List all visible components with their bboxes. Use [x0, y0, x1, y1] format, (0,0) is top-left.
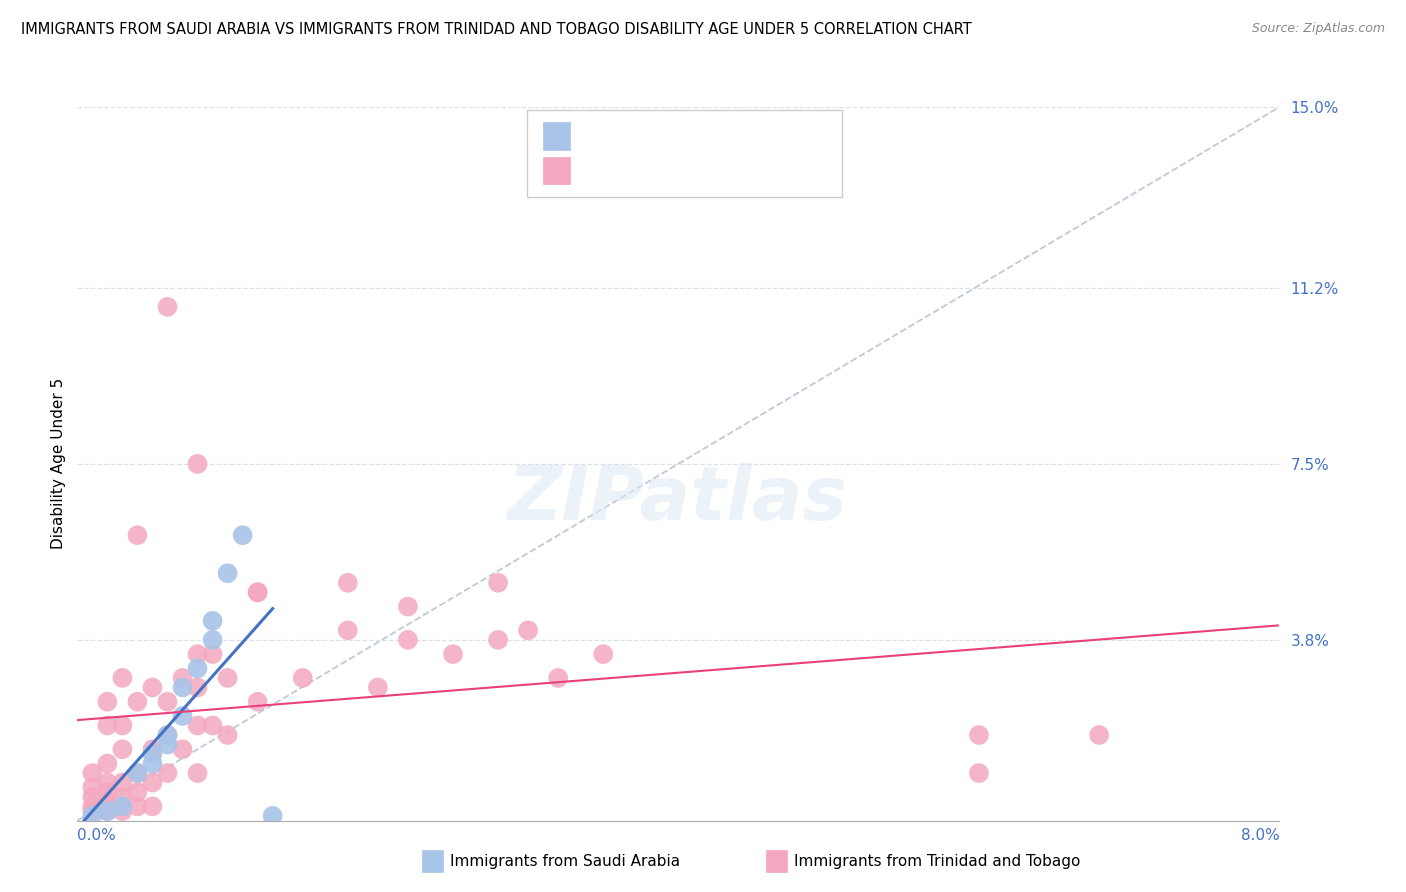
Point [82, 804, 104, 818]
Text: 0.582: 0.582 [605, 128, 662, 145]
Point [367, 681, 389, 695]
Point [172, 681, 194, 695]
Point [246, 585, 269, 599]
Point [141, 799, 163, 814]
Point [186, 718, 209, 732]
Point [246, 695, 269, 709]
Point [141, 742, 163, 756]
Point [141, 756, 163, 771]
Point [96, 804, 118, 818]
Point [201, 632, 224, 647]
Text: ZIPatlas: ZIPatlas [509, 463, 848, 536]
Point [96, 785, 118, 799]
Point [111, 718, 134, 732]
Point [967, 766, 990, 780]
Point [217, 671, 239, 685]
Point [217, 566, 239, 581]
Point [186, 766, 209, 780]
Point [127, 695, 149, 709]
Point [547, 671, 569, 685]
Point [172, 709, 194, 723]
Point [232, 528, 254, 542]
Point [156, 300, 179, 314]
Point [127, 528, 149, 542]
Point [156, 738, 179, 752]
Point [141, 775, 163, 789]
Point [96, 756, 118, 771]
Point [441, 647, 464, 661]
Point [396, 599, 419, 614]
Text: Immigrants from Saudi Arabia: Immigrants from Saudi Arabia [450, 855, 681, 869]
Point [186, 647, 209, 661]
Point [141, 747, 163, 761]
Point [336, 575, 359, 590]
Point [201, 647, 224, 661]
Point [111, 804, 134, 818]
Point [141, 681, 163, 695]
Point [82, 780, 104, 795]
Point [127, 785, 149, 799]
Point [111, 775, 134, 789]
Point [82, 789, 104, 804]
Text: 0.0%: 0.0% [77, 828, 117, 843]
Text: 16: 16 [720, 128, 745, 145]
Point [291, 671, 314, 685]
Point [486, 575, 509, 590]
Point [156, 695, 179, 709]
Point [127, 766, 149, 780]
Point [246, 585, 269, 599]
Point [96, 695, 118, 709]
Point [172, 671, 194, 685]
Point [486, 632, 509, 647]
Point [201, 718, 224, 732]
Point [186, 681, 209, 695]
Text: Source: ZipAtlas.com: Source: ZipAtlas.com [1251, 22, 1385, 36]
Text: IMMIGRANTS FROM SAUDI ARABIA VS IMMIGRANTS FROM TRINIDAD AND TOBAGO DISABILITY A: IMMIGRANTS FROM SAUDI ARABIA VS IMMIGRAN… [21, 22, 972, 37]
Point [262, 809, 284, 823]
Y-axis label: Disability Age Under 5: Disability Age Under 5 [51, 378, 66, 549]
Point [111, 799, 134, 814]
Point [336, 624, 359, 638]
Point [156, 766, 179, 780]
Point [186, 661, 209, 675]
Point [127, 766, 149, 780]
Point [82, 766, 104, 780]
Point [1088, 728, 1111, 742]
Point [172, 742, 194, 756]
Text: R =  0.582   N =  16: R = 0.582 N = 16 [579, 128, 761, 145]
Text: 8.0%: 8.0% [1240, 828, 1279, 843]
Point [96, 795, 118, 809]
Point [967, 728, 990, 742]
Point [111, 671, 134, 685]
Point [82, 809, 104, 823]
Point [517, 624, 540, 638]
Point [156, 728, 179, 742]
Point [156, 728, 179, 742]
Point [82, 799, 104, 814]
Point [217, 728, 239, 742]
Text: R =  0.004   N =  60: R = 0.004 N = 60 [579, 161, 761, 179]
Point [111, 742, 134, 756]
Point [186, 457, 209, 471]
Point [592, 647, 614, 661]
Point [127, 799, 149, 814]
Point [111, 789, 134, 804]
Point [96, 718, 118, 732]
Point [201, 614, 224, 628]
Point [96, 804, 118, 818]
Text: Immigrants from Trinidad and Tobago: Immigrants from Trinidad and Tobago [794, 855, 1081, 869]
Point [96, 775, 118, 789]
Text: 0.004: 0.004 [605, 161, 662, 179]
Text: 60: 60 [720, 161, 745, 179]
Point [396, 632, 419, 647]
